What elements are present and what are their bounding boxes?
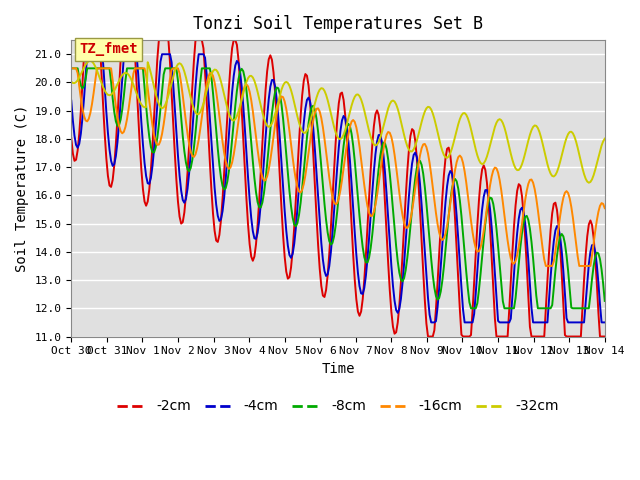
-2cm bbox=[513, 188, 521, 194]
-8cm bbox=[367, 245, 374, 251]
-4cm bbox=[428, 320, 435, 325]
-32cm bbox=[512, 166, 520, 171]
-16cm bbox=[542, 263, 550, 269]
-16cm bbox=[67, 65, 75, 71]
-32cm bbox=[585, 180, 593, 186]
-16cm bbox=[601, 205, 609, 211]
-2cm bbox=[187, 113, 195, 119]
-32cm bbox=[74, 77, 81, 83]
-8cm bbox=[227, 154, 234, 159]
-32cm bbox=[601, 136, 609, 142]
-2cm bbox=[369, 143, 376, 148]
Text: TZ_fmet: TZ_fmet bbox=[79, 42, 138, 57]
-4cm bbox=[513, 230, 521, 236]
-4cm bbox=[369, 190, 376, 195]
-8cm bbox=[67, 65, 75, 71]
-32cm bbox=[228, 117, 236, 123]
-8cm bbox=[512, 295, 520, 301]
Line: -2cm: -2cm bbox=[71, 40, 605, 336]
-8cm bbox=[185, 168, 193, 174]
-32cm bbox=[86, 58, 94, 64]
Line: -4cm: -4cm bbox=[71, 54, 605, 323]
-32cm bbox=[506, 144, 513, 150]
-4cm bbox=[601, 320, 609, 325]
-4cm bbox=[67, 98, 75, 104]
-2cm bbox=[601, 334, 609, 339]
-8cm bbox=[506, 305, 513, 311]
Y-axis label: Soil Temperature (C): Soil Temperature (C) bbox=[15, 105, 29, 272]
-2cm bbox=[228, 45, 236, 51]
Legend: -2cm, -4cm, -8cm, -16cm, -32cm: -2cm, -4cm, -8cm, -16cm, -32cm bbox=[111, 394, 564, 419]
Line: -8cm: -8cm bbox=[71, 68, 605, 308]
-32cm bbox=[187, 95, 195, 101]
-16cm bbox=[367, 213, 374, 219]
-16cm bbox=[227, 165, 234, 170]
-16cm bbox=[504, 238, 511, 243]
-4cm bbox=[187, 151, 195, 156]
X-axis label: Time: Time bbox=[321, 362, 355, 376]
Title: Tonzi Soil Temperatures Set B: Tonzi Soil Temperatures Set B bbox=[193, 15, 483, 33]
Line: -16cm: -16cm bbox=[71, 68, 605, 266]
-4cm bbox=[507, 316, 515, 322]
-8cm bbox=[74, 65, 81, 71]
-2cm bbox=[424, 334, 432, 339]
-2cm bbox=[82, 37, 90, 43]
-4cm bbox=[83, 51, 91, 57]
-2cm bbox=[74, 147, 81, 153]
-16cm bbox=[74, 70, 81, 76]
-2cm bbox=[67, 135, 75, 141]
-32cm bbox=[369, 139, 376, 144]
-4cm bbox=[74, 145, 81, 151]
-16cm bbox=[510, 261, 518, 266]
-4cm bbox=[228, 89, 236, 95]
Line: -32cm: -32cm bbox=[71, 61, 605, 183]
-2cm bbox=[507, 278, 515, 284]
-32cm bbox=[67, 79, 75, 84]
-8cm bbox=[601, 298, 609, 304]
-8cm bbox=[467, 305, 475, 311]
-16cm bbox=[185, 141, 193, 147]
